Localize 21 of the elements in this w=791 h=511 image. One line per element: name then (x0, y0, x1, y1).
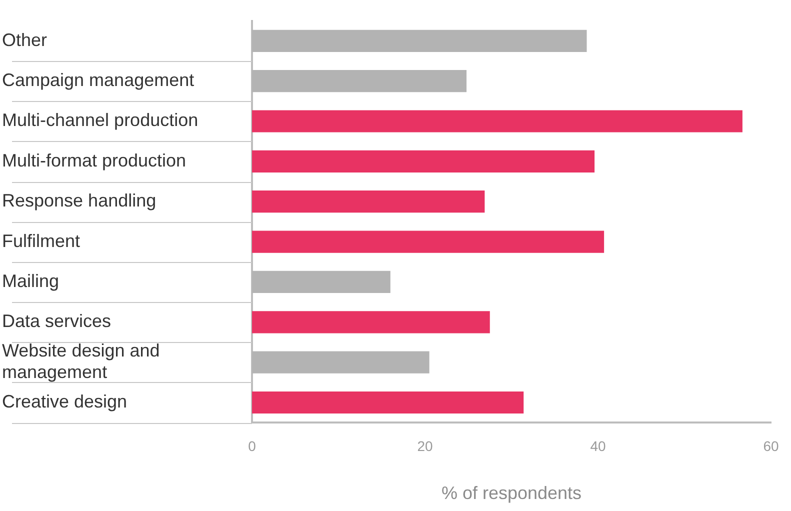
y-tick-label: Response handling (2, 190, 156, 211)
bar (252, 230, 604, 253)
x-tick-label: 60 (763, 438, 779, 454)
x-tick-label: 0 (248, 438, 256, 454)
bar (252, 110, 742, 132)
y-tick-label: Other (2, 30, 48, 50)
y-tick-label: Mailing (2, 270, 60, 291)
bar (252, 391, 524, 414)
y-tick-label: Website design and management (2, 340, 160, 382)
y-tick-label: Multi-format production (2, 150, 186, 170)
y-tick-label: Multi-channel production (2, 110, 198, 130)
bar (252, 190, 485, 213)
bar (252, 311, 490, 334)
bar (252, 150, 595, 172)
y-tick-label: Data services (2, 311, 112, 332)
x-tick-label: 40 (590, 438, 606, 454)
x-tick-label: 20 (417, 438, 433, 454)
x-axis-title: % of respondents (441, 483, 582, 504)
y-tick-label: Campaign management (2, 70, 194, 90)
y-tick-label: Fulfilment (2, 230, 80, 251)
y-tick-label: Creative design (2, 391, 128, 412)
